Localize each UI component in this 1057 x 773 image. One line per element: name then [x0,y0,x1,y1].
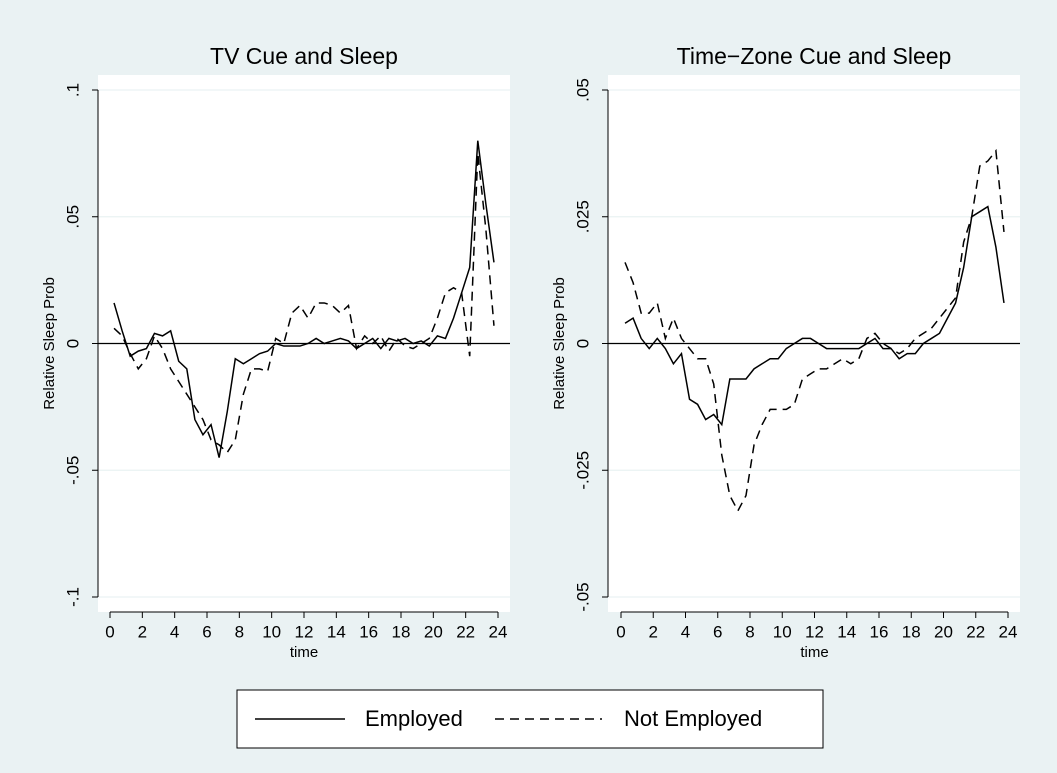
y-tick-label: .1 [63,83,82,97]
x-tick-label: 0 [616,622,625,641]
x-tick-label: 16 [359,622,378,641]
x-tick-label: 10 [773,622,792,641]
y-axis-title: Relative Sleep Prob [41,277,58,410]
x-tick-label: 20 [934,622,953,641]
x-tick-label: 14 [837,622,856,641]
x-tick-label: 8 [745,622,754,641]
x-tick-label: 18 [902,622,921,641]
y-tick-label: 0 [63,339,82,348]
x-tick-label: 22 [966,622,985,641]
chart-title: Time−Zone Cue and Sleep [677,43,952,69]
y-tick-label: -.05 [63,456,82,485]
legend-label: Employed [365,706,463,731]
x-tick-label: 6 [713,622,722,641]
x-tick-label: 22 [456,622,475,641]
x-tick-label: 8 [235,622,244,641]
x-tick-label: 24 [999,622,1018,641]
y-tick-label: .05 [63,205,82,229]
x-tick-label: 2 [138,622,147,641]
x-tick-label: 12 [805,622,824,641]
x-tick-label: 14 [327,622,346,641]
x-tick-label: 24 [489,622,508,641]
series-line [113,153,495,454]
x-tick-label: 16 [870,622,889,641]
legend: Employed Not Employed [236,689,824,749]
series-line [624,148,1005,513]
series-line [113,140,495,458]
chart-title: TV Cue and Sleep [210,43,398,69]
x-tick-label: 0 [105,622,114,641]
x-axis-title: time [800,644,828,661]
x-axis-title: time [290,644,318,661]
y-tick-label: 0 [573,339,592,348]
y-tick-label: .05 [573,78,592,102]
x-tick-label: 20 [424,622,443,641]
x-tick-label: 4 [681,622,690,641]
x-tick-label: 18 [392,622,411,641]
x-tick-label: 4 [170,622,179,641]
y-tick-label: -.1 [63,587,82,607]
y-tick-label: -.05 [573,582,592,611]
x-tick-label: 2 [649,622,658,641]
x-tick-label: 6 [202,622,211,641]
legend-label: Not Employed [624,706,762,731]
y-axis-title: Relative Sleep Prob [551,277,568,410]
y-tick-label: .025 [573,200,592,233]
y-tick-label: -.025 [573,451,592,490]
x-tick-label: 12 [295,622,314,641]
x-tick-label: 10 [262,622,281,641]
series-line [624,205,1005,427]
